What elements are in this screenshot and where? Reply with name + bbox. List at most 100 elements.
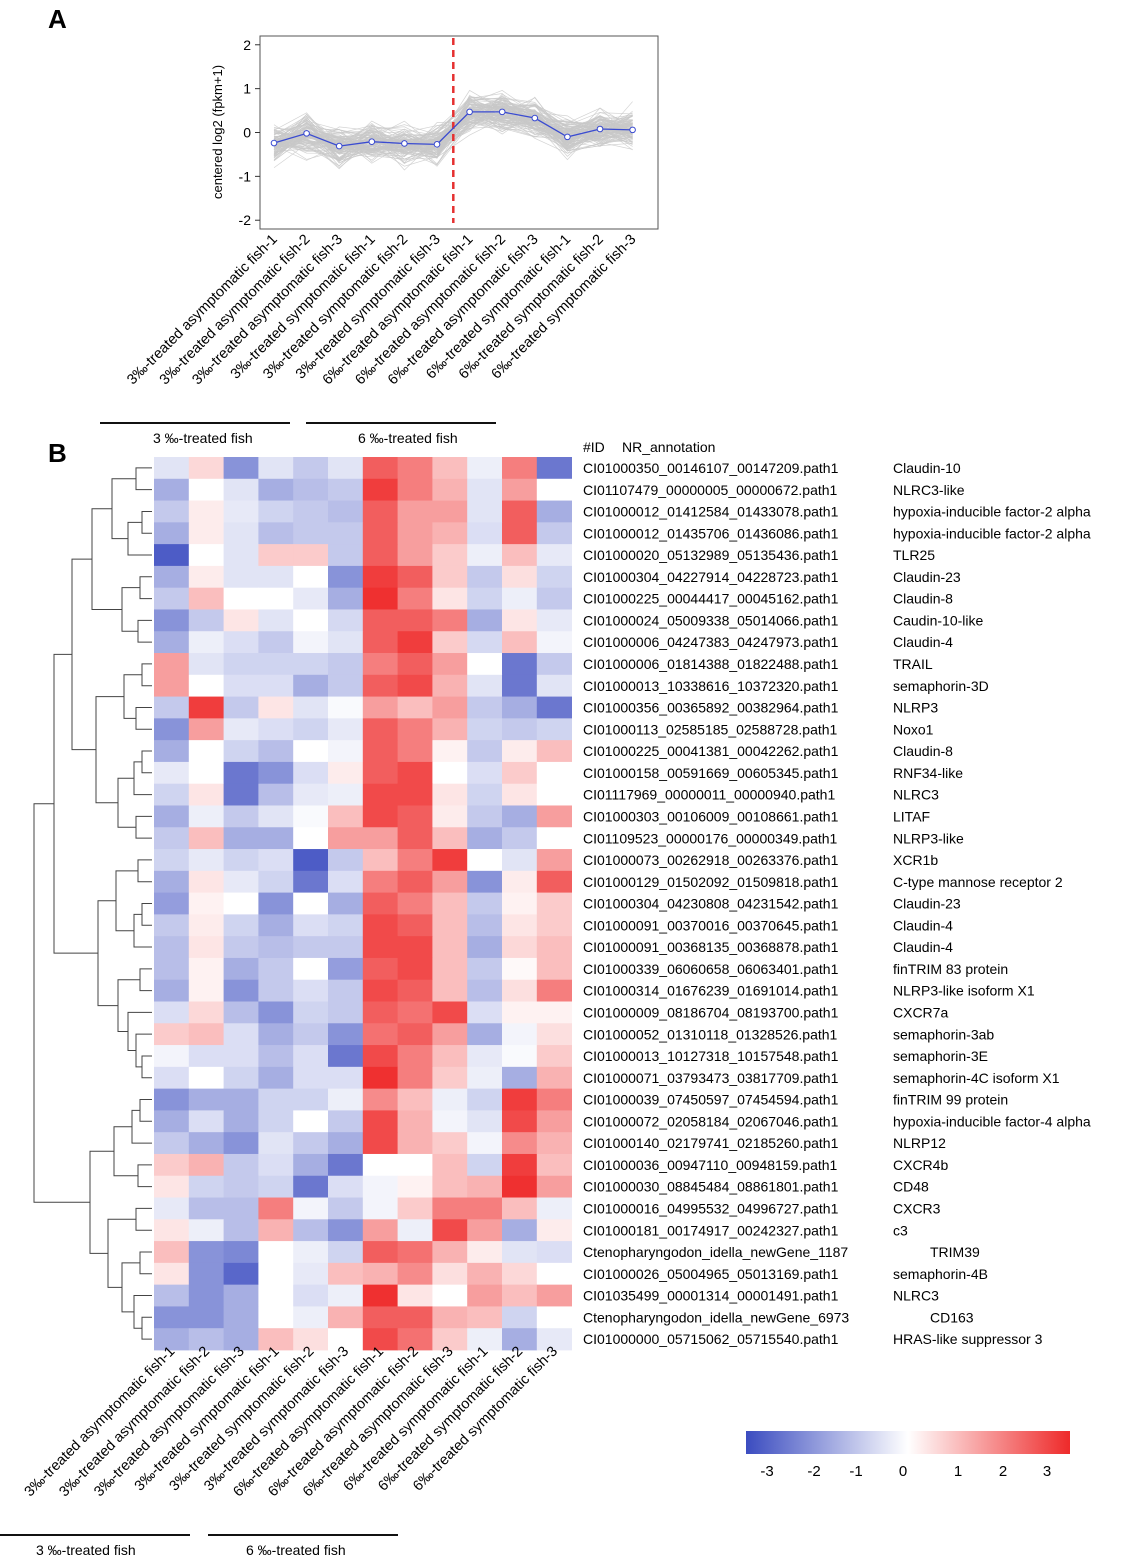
heatmap-cell bbox=[536, 478, 572, 501]
heatmap-cell bbox=[397, 1175, 433, 1198]
heatmap-cell bbox=[293, 1132, 329, 1155]
heatmap-cell bbox=[362, 500, 398, 523]
heatmap-cell bbox=[154, 500, 190, 523]
heatmap-cell bbox=[432, 957, 468, 981]
heatmap-cell bbox=[502, 522, 538, 545]
heatmap-cell bbox=[467, 631, 503, 654]
heatmap-cell bbox=[397, 957, 433, 981]
mean-point bbox=[466, 108, 473, 116]
heatmap-cell bbox=[188, 740, 224, 763]
heatmap-cell bbox=[536, 674, 572, 697]
heatmap-cell bbox=[328, 544, 364, 567]
heatmap-cell bbox=[328, 696, 364, 719]
row-id-label: CI01000113_02585185_02588728.path1 bbox=[583, 721, 838, 737]
heatmap-cell bbox=[502, 783, 538, 806]
row-labels: CI01000350_00146107_00147209.path1 Claudi… bbox=[583, 460, 1091, 1347]
heatmap-cell bbox=[188, 1262, 224, 1286]
heatmap-cell bbox=[154, 1023, 190, 1046]
heatmap-cell bbox=[467, 565, 503, 589]
heatmap-cell bbox=[293, 674, 329, 697]
heatmap-cell bbox=[188, 892, 224, 915]
heatmap-cell bbox=[223, 783, 259, 806]
row-id-label: Ctenopharyngodon_idella_newGene_1187 bbox=[583, 1244, 848, 1260]
heatmap-cell bbox=[293, 522, 329, 545]
heatmap-cell bbox=[536, 1045, 572, 1068]
heatmap-cell bbox=[432, 979, 468, 1002]
dendrogram-link bbox=[121, 1262, 140, 1313]
heatmap-cell bbox=[258, 827, 294, 850]
heatmap-cell bbox=[467, 1284, 503, 1307]
heatmap-cell bbox=[328, 500, 364, 523]
heatmap-cell bbox=[536, 1132, 572, 1155]
heatmap-cell bbox=[293, 892, 329, 915]
row-id-label: CI01000072_02058184_02067046.path1 bbox=[583, 1113, 839, 1129]
heatmap-cell bbox=[258, 1328, 294, 1351]
heatmap-cell bbox=[258, 1153, 294, 1177]
heatmap-cell bbox=[223, 1306, 259, 1329]
heatmap-cell bbox=[223, 1219, 259, 1242]
dendrogram-link bbox=[33, 803, 90, 1203]
y-axis: 2 1 0 -1 -2 bbox=[239, 37, 260, 228]
heatmap-cell bbox=[188, 1023, 224, 1046]
heatmap-cell bbox=[397, 1023, 433, 1046]
heatmap-cell bbox=[258, 914, 294, 937]
row-id-label: CI01000000_05715062_05715540.path1 bbox=[583, 1331, 839, 1347]
heatmap-cell bbox=[502, 1219, 538, 1242]
y-tick-label: 0 bbox=[243, 125, 251, 141]
heatmap-cells bbox=[154, 457, 572, 1351]
heatmap-cell bbox=[362, 1241, 398, 1264]
heatmap-cell bbox=[328, 1001, 364, 1024]
heatmap-cell bbox=[467, 1262, 503, 1286]
heatmap-cell bbox=[362, 1197, 398, 1220]
heatmap-cell bbox=[328, 457, 364, 480]
heatmap-cell bbox=[397, 761, 433, 785]
row-annotation-label: HRAS-like suppressor 3 bbox=[893, 1331, 1043, 1347]
heatmap-cell bbox=[223, 478, 259, 501]
mean-series bbox=[270, 108, 636, 150]
heatmap-cell bbox=[467, 1045, 503, 1068]
heatmap-cell bbox=[432, 1045, 468, 1068]
heatmap-cell bbox=[536, 1153, 572, 1177]
heatmap-cell bbox=[432, 478, 468, 501]
heatmap-cell bbox=[154, 936, 190, 959]
group-label: 3 ‰-treated fish bbox=[153, 430, 253, 446]
heatmap-cell bbox=[154, 957, 190, 981]
heatmap-cell bbox=[188, 587, 224, 610]
row-id-label: CI01000020_05132989_05135436.path1 bbox=[583, 547, 839, 563]
heatmap-cell bbox=[397, 1262, 433, 1286]
heatmap-cell bbox=[293, 565, 329, 589]
heatmap-cell bbox=[397, 565, 433, 589]
heatmap-cell bbox=[188, 1328, 224, 1351]
row-annotation-label: semaphorin-4C isoform X1 bbox=[893, 1070, 1060, 1086]
heatmap-cell bbox=[223, 1023, 259, 1046]
heatmap-cell bbox=[154, 1306, 190, 1329]
heatmap-cell bbox=[397, 783, 433, 806]
heatmap-cell bbox=[293, 1110, 329, 1133]
heatmap-cell bbox=[258, 1132, 294, 1155]
heatmap-cell bbox=[536, 587, 572, 610]
header-id: #ID bbox=[583, 439, 605, 455]
heatmap-cell bbox=[397, 674, 433, 697]
row-annotation-label: C-type mannose receptor 2 bbox=[893, 874, 1063, 890]
heatmap-cell bbox=[154, 587, 190, 610]
heatmap-cell bbox=[223, 565, 259, 589]
heatmap-cell bbox=[328, 783, 364, 806]
row-annotation-label: Claudin-10 bbox=[893, 460, 961, 476]
heatmap-cell bbox=[188, 761, 224, 785]
heatmap-cell bbox=[188, 1045, 224, 1068]
row-id-label: CI01000024_05009338_05014066.path1 bbox=[583, 612, 839, 628]
heatmap-cell bbox=[536, 696, 572, 719]
dendrogram-link bbox=[141, 510, 152, 534]
heatmap-cell bbox=[467, 827, 503, 850]
heatmap-cell bbox=[154, 849, 190, 872]
row-id-label: CI01000129_01502092_01509818.path1 bbox=[583, 874, 839, 890]
row-annotation-label: CD163 bbox=[930, 1309, 974, 1325]
row-annotation-label: Claudin-8 bbox=[893, 591, 953, 607]
heatmap-cell bbox=[362, 892, 398, 915]
heatmap-cell bbox=[362, 1262, 398, 1286]
heatmap-cell bbox=[362, 1306, 398, 1329]
heatmap-cell bbox=[154, 1328, 190, 1351]
heatmap-cell bbox=[467, 914, 503, 937]
heatmap-cell bbox=[467, 783, 503, 806]
heatmap-cell bbox=[432, 718, 468, 741]
